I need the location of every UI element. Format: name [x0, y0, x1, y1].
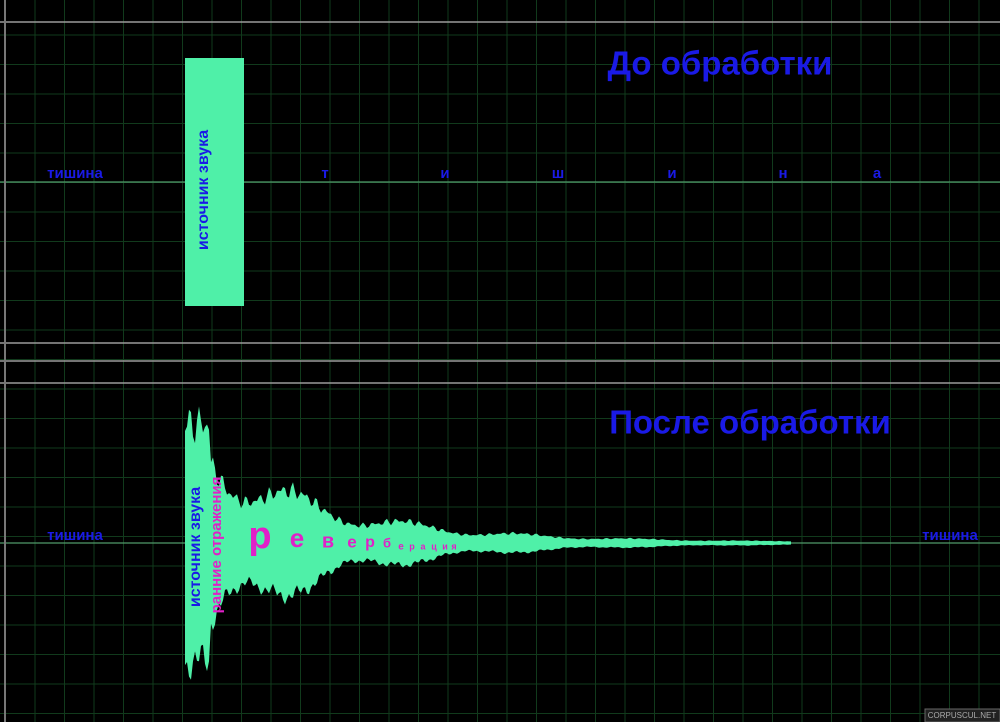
- watermark-box: [924, 708, 1000, 722]
- silence-letter: ш: [552, 165, 565, 182]
- source-label: источник звука: [187, 487, 204, 607]
- reverb-letter: ц: [431, 541, 437, 551]
- watermark: CORPUSCUL.NET: [928, 711, 997, 720]
- silence-letter: и: [440, 165, 449, 182]
- reverb-letter: р: [365, 534, 375, 551]
- silence-letter: н: [778, 165, 787, 182]
- early-reflections-label: ранние отражения: [208, 477, 225, 614]
- panel-title: До обработки: [608, 45, 833, 82]
- reverb-letter: е: [290, 523, 304, 553]
- reverb-letter: р: [409, 541, 415, 551]
- reverb-letter: а: [420, 541, 426, 551]
- reverb-letter: в: [322, 530, 334, 552]
- silence-letter: а: [873, 165, 882, 182]
- waveform: [185, 406, 791, 680]
- silence-label: тишина: [922, 527, 978, 544]
- reverb-letter: е: [347, 532, 356, 551]
- silence-letter: т: [321, 165, 328, 182]
- reverb-letter: е: [398, 542, 404, 553]
- source-label: источник звука: [195, 130, 212, 250]
- reverb-letter: и: [442, 541, 448, 551]
- reverb-letter: я: [451, 541, 456, 551]
- source-block: [185, 58, 244, 306]
- reverb-letter: б: [383, 535, 391, 550]
- silence-label: тишина: [47, 527, 103, 544]
- silence-label: тишина: [47, 165, 103, 182]
- reverb-letter: р: [248, 515, 271, 557]
- panel-title: После обработки: [609, 404, 891, 441]
- silence-letter: и: [667, 165, 676, 182]
